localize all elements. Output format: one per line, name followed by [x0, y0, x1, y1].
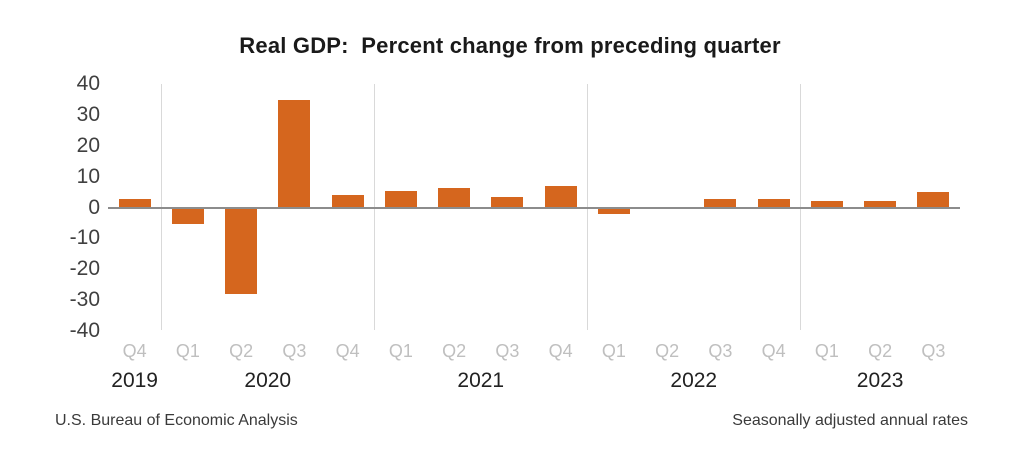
quarter-label: Q2: [442, 341, 467, 361]
bar-2022-q1: [597, 207, 630, 214]
quarter-label: Q1: [814, 341, 839, 361]
quarter-label: Q4: [122, 341, 147, 361]
year-label: 2019: [111, 369, 158, 392]
y-tick-label: -40: [69, 319, 100, 342]
quarter-label: Q2: [229, 341, 254, 361]
bar-2021-q4: [544, 185, 577, 208]
quarter-label: Q3: [282, 341, 307, 361]
quarter-label: Q4: [335, 341, 360, 361]
y-tick-label: 30: [76, 102, 100, 126]
quarter-label: Q4: [761, 341, 786, 361]
bar-2020-q2: [225, 207, 258, 294]
y-tick-label: 10: [76, 164, 100, 188]
bar-2021-q3: [491, 197, 524, 208]
bar-2019-q4: [118, 199, 151, 208]
bar-2023-q1: [810, 200, 843, 208]
y-tick-label: 0: [88, 195, 100, 219]
quarter-label: Q3: [495, 341, 520, 361]
year-label: 2021: [457, 369, 505, 392]
y-tick-label: 40: [76, 72, 100, 95]
quarter-label: Q4: [548, 341, 573, 361]
zero-axis-line: [108, 206, 960, 209]
bar-2021-q1: [384, 191, 417, 208]
quarter-label: Q1: [175, 341, 200, 361]
year-label: 2023: [856, 369, 904, 392]
bar-2020-q1: [171, 207, 204, 224]
bar-2022-q3: [704, 199, 737, 208]
bar-2023-q2: [864, 201, 897, 208]
bar-2021-q2: [438, 188, 471, 208]
quarter-label: Q1: [601, 341, 626, 361]
y-tick-label: -10: [69, 226, 100, 250]
bar-2020-q4: [331, 194, 364, 208]
year-label: 2020: [244, 369, 292, 392]
source-note: U.S. Bureau of Economic Analysis: [55, 412, 298, 429]
bar-2023-q3: [917, 192, 950, 208]
y-tick-label: 20: [76, 133, 100, 157]
y-tick-label: -30: [69, 288, 100, 312]
quarter-label: Q3: [921, 341, 946, 361]
quarter-label: Q2: [868, 341, 893, 361]
quarter-label: Q3: [708, 341, 733, 361]
bar-2022-q4: [757, 199, 790, 208]
year-label: 2022: [670, 369, 718, 392]
quarter-label: Q1: [388, 341, 413, 361]
quarter-label: Q2: [655, 341, 680, 361]
adjustment-note: Seasonally adjusted annual rates: [732, 412, 968, 429]
y-tick-label: -20: [69, 257, 100, 281]
bar-2020-q3: [278, 100, 311, 208]
chart-title: Real GDP: Percent change from preceding …: [239, 33, 781, 58]
